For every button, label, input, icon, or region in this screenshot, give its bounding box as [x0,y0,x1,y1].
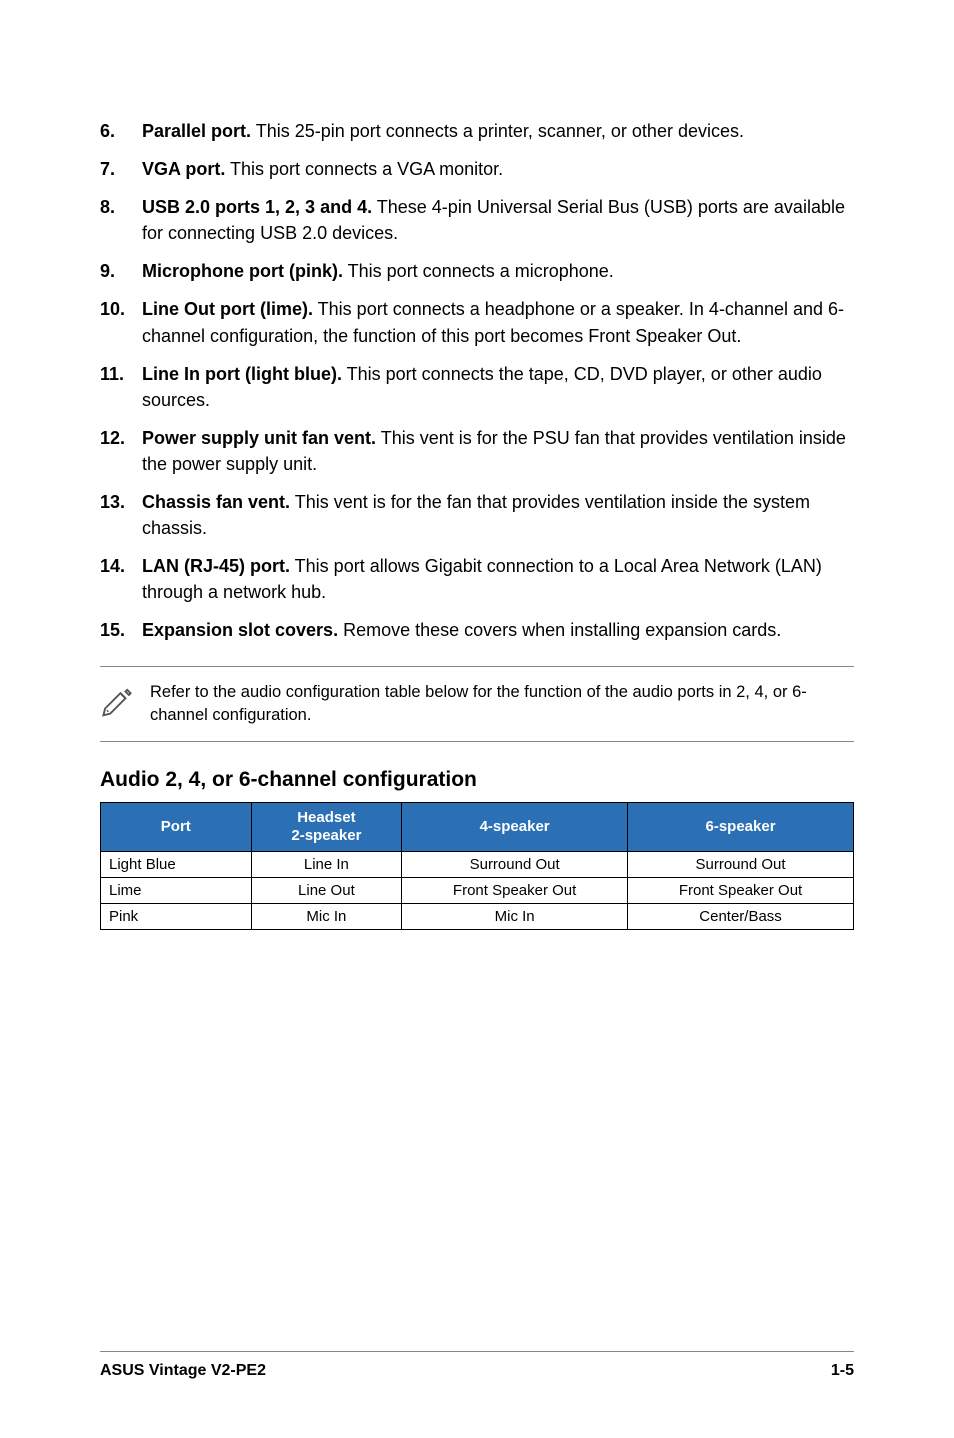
list-text: This port connects a VGA monitor. [225,159,503,179]
list-label: Parallel port. [142,121,251,141]
cell: Line Out [251,877,402,903]
list-item: 9. Microphone port (pink). This port con… [100,258,854,284]
cell: Front Speaker Out [402,877,628,903]
cell: Pink [101,903,252,929]
list-label: Line In port (light blue). [142,364,342,384]
audio-config-table: Port Headset 2-speaker 4-speaker 6-speak… [100,802,854,930]
list-body: USB 2.0 ports 1, 2, 3 and 4. These 4-pin… [142,194,854,246]
list-number: 15. [100,617,142,643]
list-item: 8. USB 2.0 ports 1, 2, 3 and 4. These 4-… [100,194,854,246]
cell: Front Speaker Out [628,877,854,903]
page-footer: ASUS Vintage V2-PE2 1-5 [100,1351,854,1380]
list-label: Power supply unit fan vent. [142,428,376,448]
cell: Surround Out [402,851,628,877]
list-body: Microphone port (pink). This port connec… [142,258,854,284]
cell: Lime [101,877,252,903]
table-row: Lime Line Out Front Speaker Out Front Sp… [101,877,854,903]
cell: Light Blue [101,851,252,877]
list-text: This 25-pin port connects a printer, sca… [251,121,744,141]
footer-product: ASUS Vintage V2-PE2 [100,1362,266,1380]
list-item: 6. Parallel port. This 25-pin port conne… [100,118,854,144]
list-item: 12. Power supply unit fan vent. This ven… [100,425,854,477]
list-number: 10. [100,296,142,348]
list-body: Power supply unit fan vent. This vent is… [142,425,854,477]
col-label: Headset [297,809,355,826]
list-label: USB 2.0 ports 1, 2, 3 and 4. [142,197,372,217]
list-item: 11. Line In port (light blue). This port… [100,361,854,413]
note-text: Refer to the audio configuration table b… [142,681,854,727]
list-number: 9. [100,258,142,284]
table-row: Pink Mic In Mic In Center/Bass [101,903,854,929]
list-text: This port connects a microphone. [343,261,614,281]
list-item: 13. Chassis fan vent. This vent is for t… [100,489,854,541]
list-label: Expansion slot covers. [142,620,338,640]
list-number: 13. [100,489,142,541]
col-4speaker: 4-speaker [402,802,628,851]
audio-config-heading: Audio 2, 4, or 6-channel configuration [100,768,854,792]
cell: Mic In [402,903,628,929]
col-label: 6-speaker [706,818,776,835]
list-text: Remove these covers when installing expa… [338,620,781,640]
list-body: VGA port. This port connects a VGA monit… [142,156,854,182]
cell: Line In [251,851,402,877]
numbered-list: 6. Parallel port. This 25-pin port conne… [100,118,854,644]
list-label: Line Out port (lime). [142,299,313,319]
col-label: Port [161,818,191,835]
list-number: 14. [100,553,142,605]
list-label: LAN (RJ-45) port. [142,556,290,576]
list-item: 10. Line Out port (lime). This port conn… [100,296,854,348]
list-body: Line In port (light blue). This port con… [142,361,854,413]
list-number: 12. [100,425,142,477]
list-item: 15. Expansion slot covers. Remove these … [100,617,854,643]
list-body: LAN (RJ-45) port. This port allows Gigab… [142,553,854,605]
cell: Mic In [251,903,402,929]
footer-page-number: 1-5 [831,1362,854,1380]
list-number: 6. [100,118,142,144]
note-callout: Refer to the audio configuration table b… [100,666,854,742]
pencil-note-icon [100,681,142,722]
list-body: Line Out port (lime). This port connects… [142,296,854,348]
col-headset: Headset 2-speaker [251,802,402,851]
list-item: 14. LAN (RJ-45) port. This port allows G… [100,553,854,605]
list-number: 8. [100,194,142,246]
cell: Center/Bass [628,903,854,929]
list-body: Expansion slot covers. Remove these cove… [142,617,854,643]
list-number: 7. [100,156,142,182]
col-port: Port [101,802,252,851]
list-label: VGA port. [142,159,225,179]
list-body: Chassis fan vent. This vent is for the f… [142,489,854,541]
list-body: Parallel port. This 25-pin port connects… [142,118,854,144]
table-row: Light Blue Line In Surround Out Surround… [101,851,854,877]
list-label: Chassis fan vent. [142,492,290,512]
col-sublabel: 2-speaker [291,827,361,844]
col-label: 4-speaker [480,818,550,835]
cell: Surround Out [628,851,854,877]
table-header-row: Port Headset 2-speaker 4-speaker 6-speak… [101,802,854,851]
col-6speaker: 6-speaker [628,802,854,851]
list-item: 7. VGA port. This port connects a VGA mo… [100,156,854,182]
list-number: 11. [100,361,142,413]
list-label: Microphone port (pink). [142,261,343,281]
